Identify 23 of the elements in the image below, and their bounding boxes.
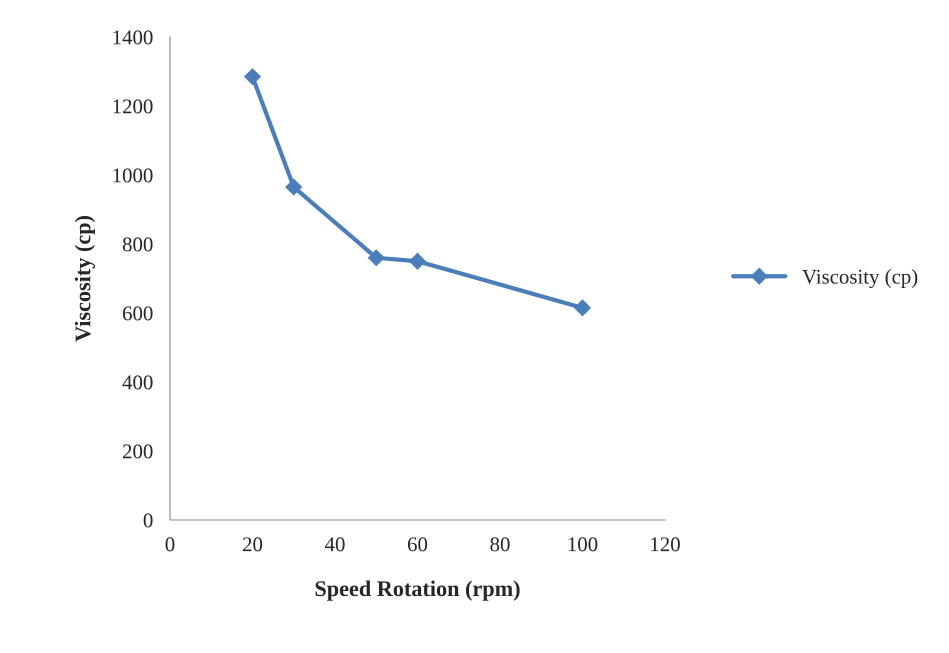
point — [368, 249, 385, 266]
point — [285, 178, 302, 196]
y-tick-label: 0 — [144, 513, 153, 528]
x-tick-label: 120 — [651, 537, 680, 552]
y-tick-label: 800 — [122, 237, 153, 252]
y-axis-title: Viscosity (cp) — [74, 216, 95, 342]
point — [244, 68, 261, 86]
x-axis-title: Speed Rotation (rpm) — [316, 580, 520, 601]
point — [409, 252, 426, 270]
legend-label: Viscosity (cp) — [802, 269, 918, 288]
y-tick-label: 1400 — [114, 30, 153, 44]
x-tick-label: 0 — [166, 537, 174, 552]
y-tick-label: 1200 — [114, 99, 153, 114]
point — [574, 299, 591, 316]
y-tick-label: 1000 — [114, 168, 153, 182]
x-tick-label: 40 — [324, 537, 345, 552]
x-tick-label: 80 — [490, 537, 510, 552]
x-tick-label: 20 — [243, 537, 262, 552]
x-tick-label: 60 — [408, 537, 428, 552]
y-tick-label: 200 — [123, 444, 153, 458]
y-tick-label: 600 — [122, 306, 153, 320]
y-tick-label: 400 — [122, 375, 153, 390]
x-tick-label: 100 — [568, 537, 598, 552]
